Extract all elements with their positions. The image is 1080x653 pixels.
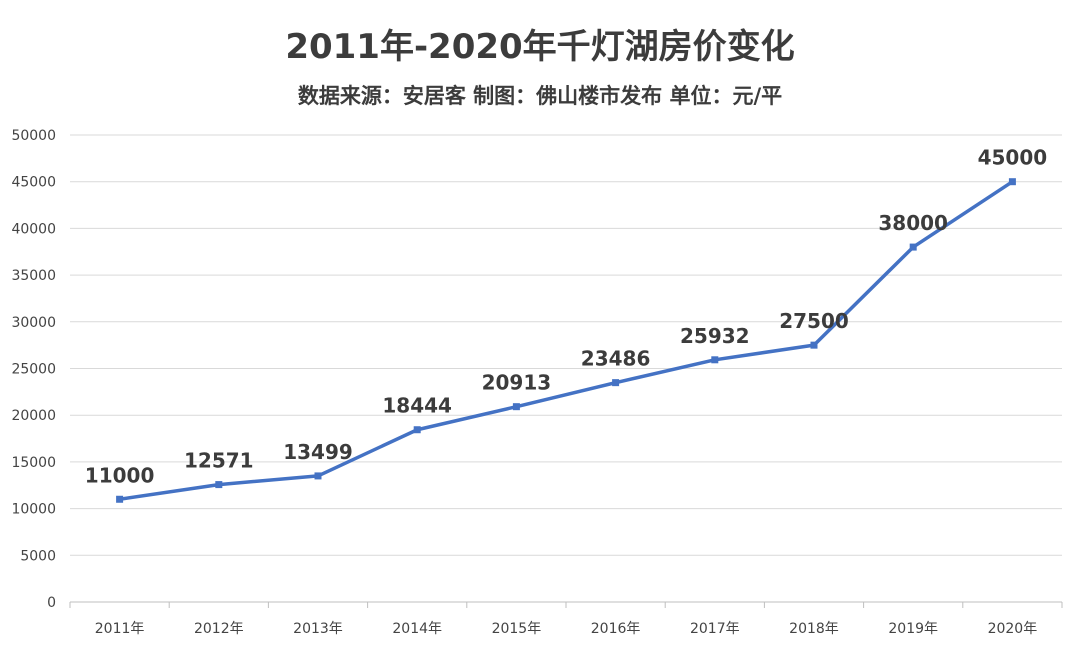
y-tick-label: 15000: [11, 455, 56, 471]
series-line: [116, 178, 1016, 503]
data-label: 12571: [184, 449, 254, 473]
x-tick-label: 2020年: [988, 621, 1038, 637]
x-tick-label: 2011年: [95, 621, 145, 637]
chart-subtitle: 数据来源：安居客 制图：佛山楼市发布 单位：元/平: [298, 84, 782, 108]
x-tick-label: 2015年: [492, 621, 542, 637]
y-tick-label: 40000: [11, 221, 56, 237]
data-point-marker: [116, 495, 124, 503]
data-label: 25932: [680, 324, 750, 348]
chart-title: 2011年-2020年千灯湖房价变化: [285, 27, 794, 67]
data-point-marker: [909, 243, 917, 251]
data-label: 18444: [382, 394, 452, 418]
x-tick-label: 2019年: [888, 621, 938, 637]
y-tick-label: 45000: [11, 175, 56, 191]
x-tick-label: 2016年: [591, 621, 641, 637]
y-tick-label: 20000: [11, 408, 56, 424]
y-tick-label: 0: [47, 595, 56, 611]
x-axis-ticks: 2011年 2012年 2013年 2014年 2015年 2016年 2017年 2018年…: [69, 602, 1063, 637]
data-label: 27500: [779, 309, 849, 333]
y-tick-label: 35000: [11, 268, 56, 284]
x-tick-label: 2018年: [789, 621, 839, 637]
data-label: 11000: [85, 463, 155, 487]
y-tick-label: 50000: [11, 128, 56, 144]
gridlines: [70, 134, 1062, 603]
data-label: 38000: [878, 211, 948, 235]
y-tick-label: 25000: [11, 362, 56, 378]
data-point-marker: [314, 472, 322, 480]
data-point-marker: [612, 379, 620, 387]
data-point-marker: [711, 356, 719, 364]
data-label: 45000: [978, 146, 1048, 170]
data-point-marker: [512, 403, 520, 411]
y-tick-label: 5000: [20, 548, 56, 564]
data-label: 13499: [283, 440, 353, 464]
x-tick-label: 2014年: [392, 621, 442, 637]
data-label: 23486: [581, 347, 651, 371]
x-tick-label: 2012年: [194, 621, 244, 637]
data-point-marker: [413, 426, 421, 434]
y-axis-ticks: 0 5000 10000 15000 20000 25000 30000 35000 40000…: [11, 128, 56, 611]
x-tick-label: 2013年: [293, 621, 343, 637]
price-line: [117, 179, 1015, 502]
data-point-marker: [1008, 178, 1016, 186]
data-point-marker: [810, 341, 818, 349]
data-labels: 11000 12571 13499 18444 20913 23486 25932 27500…: [85, 146, 1047, 488]
data-point-marker: [215, 481, 223, 489]
data-label: 20913: [482, 371, 552, 395]
y-tick-label: 30000: [11, 315, 56, 331]
x-tick-label: 2017年: [690, 621, 740, 637]
y-tick-label: 10000: [11, 502, 56, 518]
